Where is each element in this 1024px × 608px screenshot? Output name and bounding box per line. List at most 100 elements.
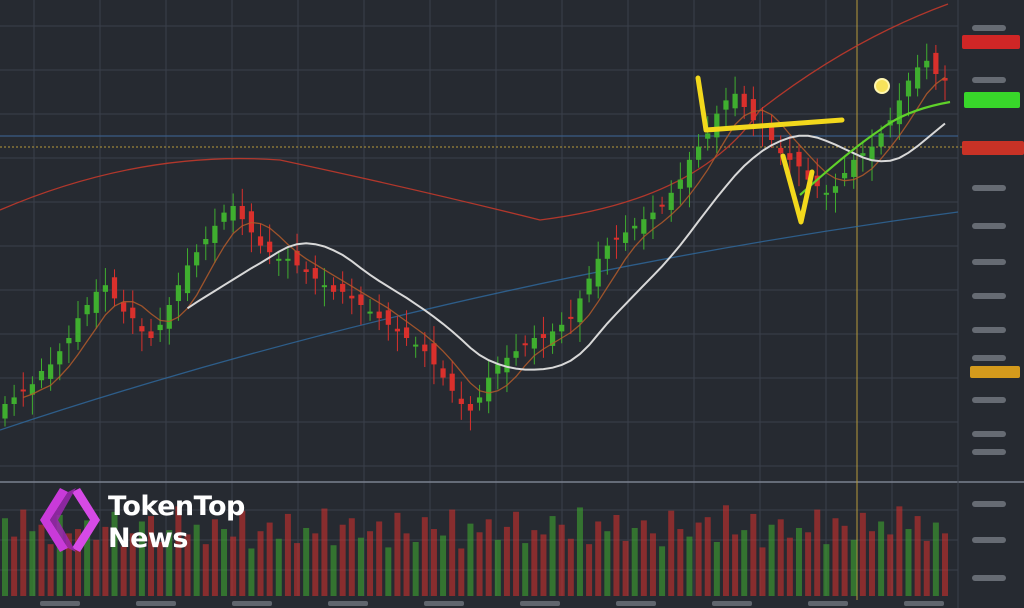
annotations bbox=[695, 75, 890, 225]
yellow-marker-dot bbox=[874, 78, 890, 94]
volume-bar bbox=[677, 529, 684, 596]
candle-body bbox=[622, 232, 629, 243]
volume-bar bbox=[932, 522, 939, 596]
candle-body bbox=[714, 113, 720, 138]
candle-body bbox=[476, 397, 483, 403]
volume-bar bbox=[11, 536, 18, 596]
volume-bar bbox=[385, 547, 392, 596]
candle-body bbox=[257, 236, 264, 246]
volume-bar bbox=[868, 531, 875, 596]
candle-body bbox=[577, 298, 583, 323]
volume-bar bbox=[120, 546, 127, 596]
axis-tick-label bbox=[40, 601, 80, 606]
logo-line-1: TokenTop bbox=[108, 491, 245, 522]
candle-body bbox=[75, 318, 81, 342]
axis-tick-label bbox=[232, 601, 272, 606]
axis-tick-label bbox=[972, 397, 1006, 403]
candle-body bbox=[239, 206, 245, 220]
yellow-trend-line-upper bbox=[695, 75, 845, 133]
candle-body bbox=[385, 310, 391, 325]
volume-bar bbox=[805, 532, 812, 596]
volume-bar bbox=[704, 517, 711, 596]
volume-bar bbox=[896, 506, 903, 596]
candle-body bbox=[896, 100, 902, 125]
candle-body bbox=[38, 371, 45, 381]
candle-body bbox=[194, 252, 200, 266]
volume-bar bbox=[540, 534, 547, 596]
candle-body bbox=[312, 268, 318, 279]
volume-bar bbox=[357, 537, 364, 596]
volume-bar bbox=[56, 515, 63, 596]
candle-body bbox=[942, 77, 948, 81]
volume-bar bbox=[531, 530, 538, 596]
axis-tick-label bbox=[424, 601, 464, 606]
volume-bar bbox=[631, 527, 638, 596]
volume-bar bbox=[84, 520, 91, 596]
candle-body bbox=[267, 241, 273, 253]
volume-bar bbox=[138, 521, 145, 596]
candle-body bbox=[486, 377, 492, 402]
volume-bar bbox=[111, 511, 118, 596]
volume-bar bbox=[850, 539, 857, 596]
volume-bar bbox=[649, 533, 656, 596]
candle-body bbox=[157, 324, 163, 331]
candle-body bbox=[878, 133, 884, 147]
candle-body bbox=[467, 404, 474, 411]
volume-bar bbox=[65, 533, 72, 596]
candle-body bbox=[787, 153, 793, 160]
candle-body bbox=[851, 159, 857, 177]
volume-bar bbox=[193, 524, 200, 596]
candle-body bbox=[403, 327, 410, 338]
axis-tick-label bbox=[712, 601, 752, 606]
candle-body bbox=[449, 373, 455, 391]
candle-body bbox=[531, 338, 537, 349]
candle-body bbox=[549, 331, 556, 346]
axis-tick-label bbox=[972, 355, 1006, 361]
tokentop-logo-icon bbox=[40, 488, 100, 552]
volume-bar bbox=[604, 531, 611, 596]
candle-body bbox=[376, 311, 382, 319]
axis-tick-label bbox=[972, 327, 1006, 333]
candle-body bbox=[613, 237, 620, 240]
candle-body bbox=[294, 250, 300, 266]
axis-tick-label bbox=[904, 601, 944, 606]
candle-body bbox=[285, 258, 291, 261]
volume-bar bbox=[303, 527, 310, 596]
candle-body bbox=[66, 338, 72, 344]
volume-bar bbox=[367, 531, 374, 596]
candle-body bbox=[650, 212, 656, 220]
volume-bar bbox=[668, 510, 675, 596]
volume-bar bbox=[148, 516, 155, 596]
volume-bar bbox=[275, 538, 282, 596]
candle-body bbox=[11, 397, 17, 404]
volume-bar bbox=[75, 529, 82, 596]
volume-bar bbox=[157, 542, 164, 596]
volume-bar bbox=[467, 523, 474, 596]
axis-tick-label bbox=[972, 501, 1006, 507]
candle-body bbox=[842, 173, 848, 179]
candle-body bbox=[440, 368, 446, 378]
volume-bar bbox=[494, 539, 501, 596]
candle-body bbox=[924, 60, 930, 68]
volume-bar bbox=[430, 529, 437, 596]
candle-body bbox=[778, 147, 784, 154]
volume-bar bbox=[102, 526, 109, 596]
volume-bar bbox=[294, 543, 301, 596]
volume-bar bbox=[47, 544, 54, 596]
candle-body bbox=[540, 334, 547, 338]
volume-bar bbox=[713, 542, 720, 596]
volume-bar bbox=[458, 548, 465, 596]
axis-tick-label bbox=[972, 259, 1006, 265]
candle-body bbox=[29, 384, 35, 395]
price-tag-green bbox=[964, 92, 1020, 108]
volume-bar bbox=[421, 517, 428, 596]
volume-bar bbox=[20, 509, 27, 596]
volume-bar bbox=[522, 543, 529, 596]
candle-body bbox=[148, 331, 154, 338]
candle-body bbox=[504, 357, 510, 373]
candle-body bbox=[805, 170, 811, 180]
volume-bar bbox=[403, 533, 410, 596]
volume-bar bbox=[339, 524, 346, 596]
volume-bar bbox=[942, 533, 948, 596]
candle-body bbox=[796, 151, 802, 167]
